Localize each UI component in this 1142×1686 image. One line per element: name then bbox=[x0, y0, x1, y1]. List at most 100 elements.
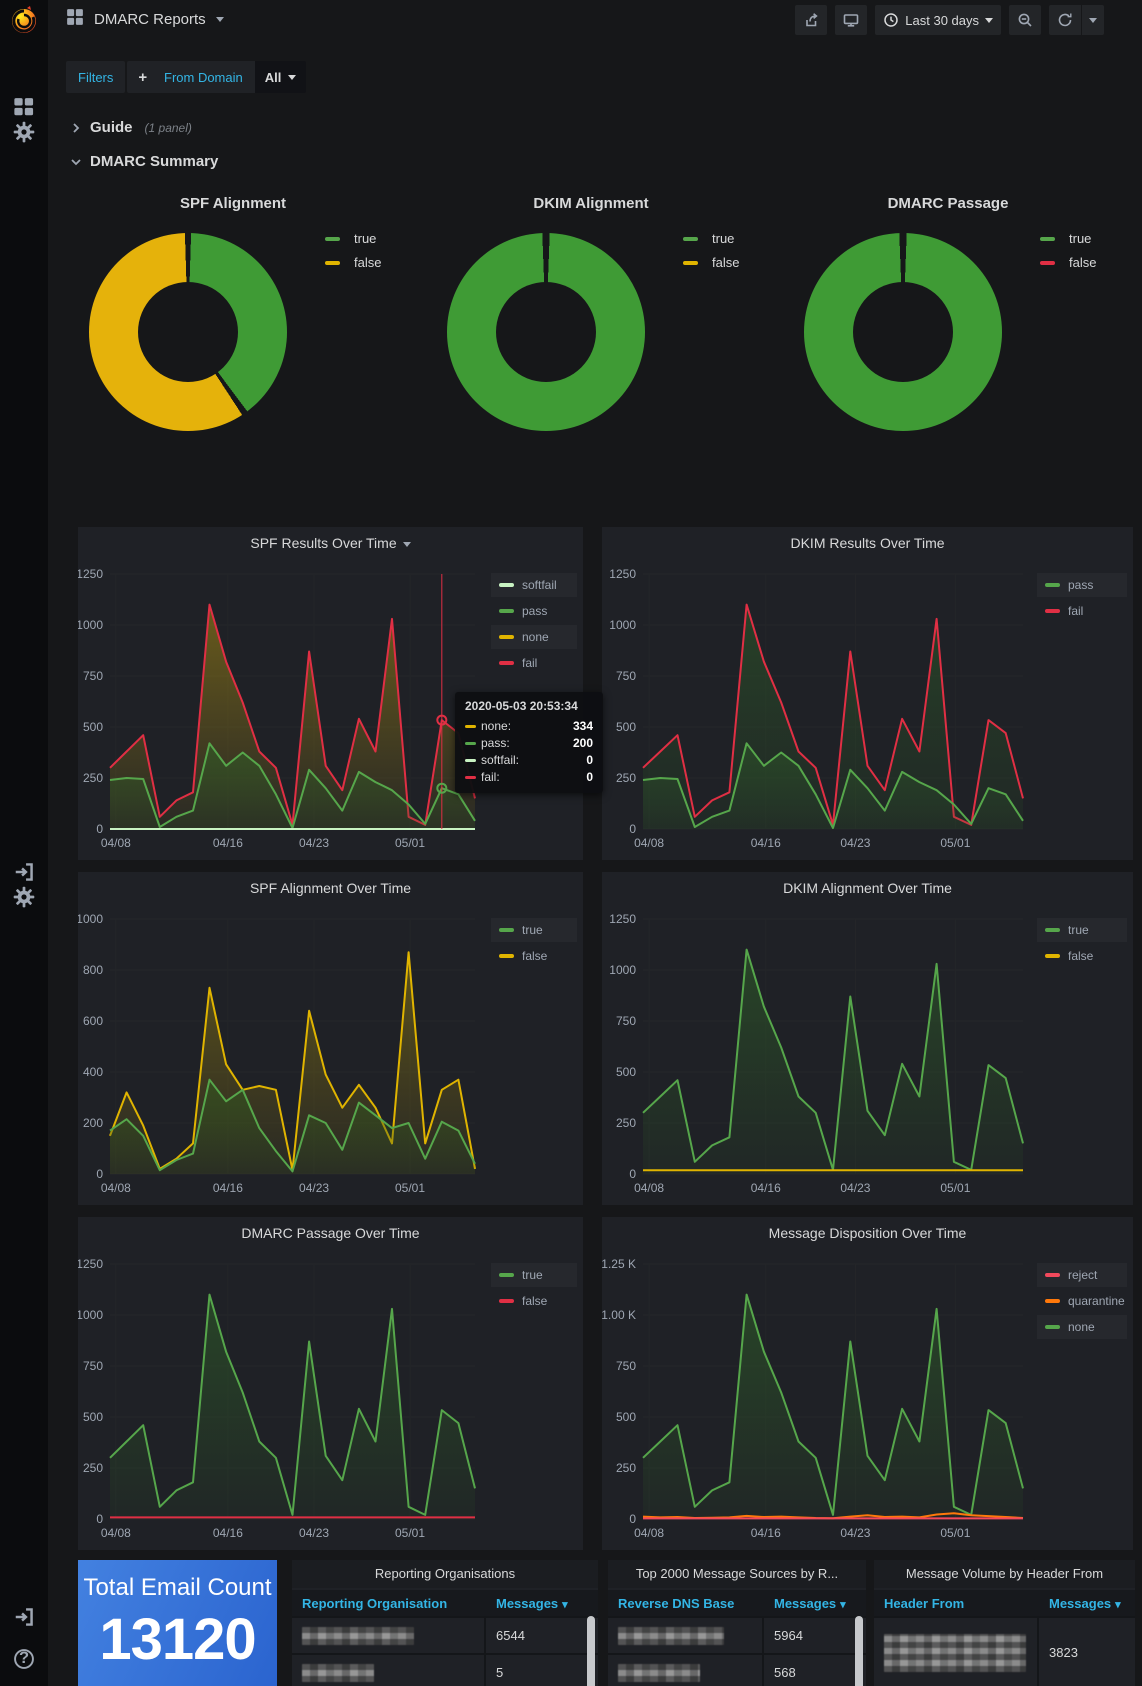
panel-title[interactable]: DKIM Alignment bbox=[533, 195, 649, 212]
svg-text:500: 500 bbox=[616, 720, 636, 734]
sign-in-icon[interactable] bbox=[13, 1606, 35, 1628]
legend-item[interactable]: false bbox=[1040, 255, 1096, 270]
sign-in-icon[interactable] bbox=[13, 861, 35, 883]
panel-title[interactable]: SPF Results Over Time bbox=[78, 535, 583, 551]
dmarc-passage-time-panel: DMARC Passage Over Time 0 250 500 750 1000 12… bbox=[78, 1217, 583, 1550]
dashboard-title[interactable]: DMARC Reports bbox=[94, 11, 206, 28]
filters-label[interactable]: Filters bbox=[66, 61, 126, 93]
table-scrollbar[interactable] bbox=[855, 1616, 863, 1686]
svg-text:fail: fail bbox=[1068, 604, 1083, 618]
dashboard-grid-icon[interactable] bbox=[66, 8, 84, 31]
share-button[interactable] bbox=[795, 5, 828, 35]
grafana-logo-icon[interactable] bbox=[8, 4, 40, 38]
help-icon[interactable]: ? bbox=[13, 1648, 35, 1670]
from-domain-label[interactable]: From Domain bbox=[152, 61, 255, 93]
svg-text:1.25 K: 1.25 K bbox=[602, 1257, 636, 1271]
svg-text:05/01: 05/01 bbox=[395, 836, 425, 850]
svg-text:750: 750 bbox=[83, 1359, 103, 1373]
column-header-sort[interactable]: Messages ▾ bbox=[774, 1595, 846, 1611]
svg-text:04/23: 04/23 bbox=[840, 1181, 870, 1195]
svg-text:0: 0 bbox=[629, 1512, 636, 1526]
top-message-sources-panel: Top 2000 Message Sources by R... Reverse… bbox=[608, 1560, 866, 1686]
panel-title[interactable]: SPF Alignment bbox=[179, 195, 287, 212]
chevron-down-icon[interactable] bbox=[215, 17, 224, 22]
svg-text:true: true bbox=[522, 1268, 543, 1282]
dmarc-passage-donut-chart[interactable] bbox=[804, 233, 1002, 431]
dmarc-passage-chart[interactable]: 0 250 500 750 1000 1250 04/08 04/16 04/23 05/01 tr… bbox=[78, 1217, 583, 1550]
message-disposition-chart[interactable]: 0 250 500 750 1.00 K 1.25 K 04/08 04/16 04/23 05/… bbox=[602, 1217, 1133, 1550]
zoom-out-button[interactable] bbox=[1009, 5, 1041, 35]
panel-title[interactable]: Top 2000 Message Sources by R... bbox=[608, 1560, 866, 1588]
donut-hole bbox=[853, 282, 953, 382]
legend-item[interactable]: true bbox=[683, 231, 739, 246]
column-header-sort[interactable]: Messages ▾ bbox=[1049, 1595, 1121, 1611]
stat-value: 13120 bbox=[99, 1607, 256, 1672]
legend-item[interactable]: true bbox=[1040, 231, 1096, 246]
svg-text:500: 500 bbox=[83, 1410, 103, 1424]
column-header[interactable]: Header From bbox=[884, 1595, 965, 1611]
svg-text:1250: 1250 bbox=[609, 567, 636, 581]
stat-title: Total Email Count bbox=[83, 1574, 272, 1601]
svg-text:500: 500 bbox=[616, 1410, 636, 1424]
dkim-results-chart[interactable]: 0 250 500 750 1000 1250 04/08 04/16 04/23 05/01 pa… bbox=[602, 527, 1133, 860]
column-header[interactable]: Reverse DNS Base bbox=[618, 1595, 735, 1611]
legend-item[interactable]: false bbox=[325, 255, 381, 270]
svg-text:false: false bbox=[1068, 949, 1094, 963]
guide-row-panel-count: (1 panel) bbox=[144, 120, 192, 135]
panel-title[interactable]: Message Disposition Over Time bbox=[768, 1225, 967, 1241]
spf-alignment-donut-chart[interactable] bbox=[89, 233, 287, 431]
dkim-alignment-donut-chart[interactable] bbox=[447, 233, 645, 431]
guide-row-toggle[interactable]: Guide (1 panel) bbox=[70, 119, 192, 136]
tooltip-row: none: 334 bbox=[465, 719, 593, 733]
donut-legend: true false bbox=[325, 231, 381, 270]
svg-text:fail: fail bbox=[522, 656, 537, 670]
panel-title[interactable]: SPF Alignment Over Time bbox=[249, 880, 412, 896]
settings-gear-icon[interactable] bbox=[13, 121, 35, 143]
svg-text:800: 800 bbox=[83, 963, 103, 977]
chevron-down-icon bbox=[288, 74, 297, 80]
svg-text:05/01: 05/01 bbox=[395, 1526, 425, 1540]
column-header[interactable]: Reporting Organisation bbox=[302, 1595, 448, 1611]
svg-text:softfail: softfail bbox=[522, 578, 557, 592]
panel-title[interactable]: DMARC Passage Over Time bbox=[241, 1225, 420, 1241]
legend-swatch bbox=[465, 741, 476, 745]
table-row: 6544 bbox=[292, 1616, 598, 1653]
svg-text:false: false bbox=[522, 1294, 548, 1308]
clock-icon bbox=[884, 13, 899, 27]
svg-text:true: true bbox=[1068, 923, 1089, 937]
panel-title[interactable]: DKIM Alignment Over Time bbox=[783, 880, 952, 896]
from-domain-variable: From Domain All bbox=[152, 61, 307, 93]
spf-alignment-chart[interactable]: 0 200 400 600 800 1000 04/08 04/16 04/23 05/01 tru… bbox=[78, 872, 583, 1205]
column-header-sort[interactable]: Messages ▾ bbox=[496, 1595, 568, 1611]
svg-text:04/08: 04/08 bbox=[634, 836, 664, 850]
redacted-text bbox=[884, 1633, 1026, 1672]
refresh-interval-dropdown[interactable] bbox=[1082, 5, 1104, 35]
table-row: 568 bbox=[608, 1653, 866, 1686]
time-range-picker[interactable]: Last 30 days bbox=[875, 5, 1001, 35]
panel-title[interactable]: Reporting Organisations bbox=[292, 1560, 598, 1588]
messages-cell: 5964 bbox=[762, 1618, 866, 1653]
tv-mode-button[interactable] bbox=[835, 5, 868, 35]
apps-icon[interactable] bbox=[13, 96, 35, 118]
panel-title[interactable]: Message Volume by Header From bbox=[874, 1560, 1135, 1588]
dkim-results-panel: DKIM Results Over Time 0 250 500 750 1000 125… bbox=[602, 527, 1133, 860]
guide-row-label: Guide bbox=[90, 119, 133, 136]
tooltip-row: fail: 0 bbox=[465, 770, 593, 784]
dkim-alignment-chart[interactable]: 0 250 500 750 1000 1250 04/08 04/16 04/23 05/01 tr… bbox=[602, 872, 1133, 1205]
total-email-count-panel[interactable]: Total Email Count 13120 bbox=[78, 1560, 277, 1686]
svg-text:1250: 1250 bbox=[78, 567, 103, 581]
dmarc-summary-row-toggle[interactable]: DMARC Summary bbox=[70, 153, 218, 170]
panel-title[interactable]: DMARC Passage bbox=[887, 195, 1009, 212]
refresh-button[interactable] bbox=[1049, 5, 1081, 35]
tooltip-timestamp: 2020-05-03 20:53:34 bbox=[465, 699, 578, 713]
panel-title[interactable]: DKIM Results Over Time bbox=[790, 535, 945, 551]
from-domain-value-dropdown[interactable]: All bbox=[254, 61, 307, 93]
table-scrollbar[interactable] bbox=[587, 1616, 595, 1686]
svg-text:pass: pass bbox=[1068, 578, 1093, 592]
spf-results-chart[interactable]: 0 250 500 750 1000 1250 04/08 04/16 04/23 05/01 so… bbox=[78, 527, 583, 860]
svg-text:04/16: 04/16 bbox=[213, 836, 243, 850]
svg-text:0: 0 bbox=[96, 822, 103, 836]
settings-gear-icon[interactable] bbox=[13, 886, 35, 908]
legend-item[interactable]: false bbox=[683, 255, 739, 270]
legend-item[interactable]: true bbox=[325, 231, 381, 246]
